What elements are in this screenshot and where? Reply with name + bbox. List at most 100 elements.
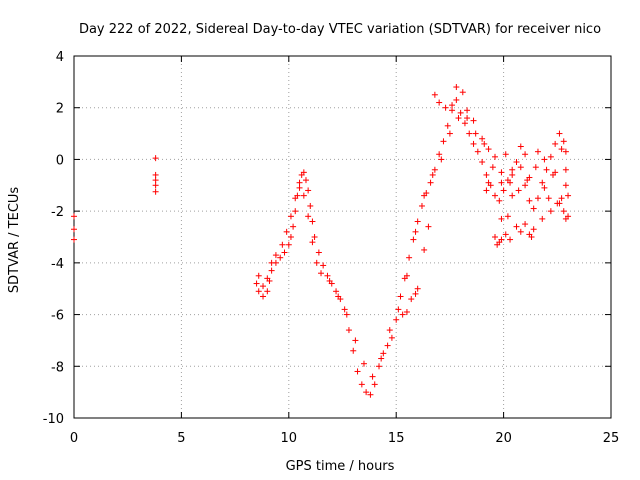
y-tick-label: -2 [51, 205, 64, 220]
data-point [541, 156, 548, 163]
data-point [397, 293, 404, 300]
data-point [421, 192, 428, 199]
data-point [562, 215, 569, 222]
data-point [255, 288, 262, 295]
data-point [264, 288, 271, 295]
data-point [371, 381, 378, 388]
data-point [380, 350, 387, 357]
data-point [517, 164, 524, 171]
data-point [509, 166, 516, 173]
data-point [152, 171, 159, 178]
data-point [431, 166, 438, 173]
data-point [341, 306, 348, 313]
data-point [376, 363, 383, 370]
data-point [498, 169, 505, 176]
data-point [449, 102, 456, 109]
data-point [292, 208, 299, 215]
data-point [283, 228, 290, 235]
data-point [388, 334, 395, 341]
data-point [498, 236, 505, 243]
data-point [492, 234, 499, 240]
data-point [526, 174, 533, 181]
data-point [318, 270, 325, 277]
data-point [513, 159, 520, 166]
data-point [556, 130, 563, 137]
data-point [408, 296, 415, 303]
data-point [313, 259, 320, 266]
data-point [320, 262, 327, 269]
data-point [406, 254, 413, 261]
data-point [350, 347, 357, 354]
data-point [552, 140, 559, 147]
data-point [496, 197, 503, 204]
data-point [326, 277, 333, 284]
data-point [403, 308, 410, 315]
data-point [453, 96, 460, 103]
data-point [287, 234, 294, 240]
data-point [547, 208, 554, 215]
data-point [403, 272, 410, 279]
data-point [485, 146, 492, 153]
data-point [534, 148, 541, 155]
data-point [152, 188, 159, 195]
data-point [358, 381, 365, 388]
data-point [552, 169, 559, 176]
data-point [483, 187, 490, 194]
chart-title: Day 222 of 2022, Sidereal Day-to-day VTE… [79, 22, 601, 37]
data-point [279, 241, 286, 248]
y-tick-label: -10 [43, 412, 64, 427]
data-point [532, 164, 539, 171]
data-point [554, 200, 561, 207]
data-point [492, 153, 499, 160]
data-point [309, 218, 316, 225]
data-point [522, 221, 529, 228]
data-point [352, 337, 359, 344]
data-point [386, 327, 393, 334]
data-point [455, 115, 462, 122]
data-point [253, 280, 260, 287]
data-point [485, 179, 492, 186]
data-point [453, 84, 460, 91]
data-point [418, 202, 425, 209]
data-point [378, 355, 385, 362]
data-point [562, 182, 569, 189]
y-tick-label: -6 [51, 309, 64, 324]
data-point [300, 169, 307, 176]
data-point [255, 272, 262, 279]
data-point [522, 182, 529, 189]
data-point [427, 179, 434, 186]
data-point [464, 115, 471, 122]
data-point [547, 153, 554, 160]
data-point [562, 166, 569, 173]
data-point [498, 179, 505, 186]
data-point [152, 155, 159, 162]
data-point [71, 213, 77, 220]
data-point [363, 389, 370, 396]
data-point [296, 179, 303, 186]
data-point [296, 184, 303, 191]
data-point [509, 192, 516, 199]
data-point [539, 215, 546, 222]
data-point [305, 213, 312, 220]
data-point [436, 99, 443, 106]
data-point [305, 187, 312, 194]
y-tick-label: 4 [56, 50, 64, 65]
data-point [335, 293, 342, 300]
y-tick-label: -4 [51, 257, 64, 272]
data-point [517, 143, 524, 150]
data-point [479, 159, 486, 166]
data-point [509, 171, 516, 178]
data-point [504, 213, 511, 220]
data-point [481, 140, 488, 147]
data-point [558, 146, 565, 153]
data-point [292, 195, 299, 202]
data-point [560, 208, 567, 215]
data-point [333, 288, 340, 295]
data-point [436, 151, 443, 158]
data-point [558, 195, 565, 202]
data-point [528, 234, 535, 240]
data-point [152, 182, 159, 189]
data-point [309, 239, 316, 246]
data-point [285, 241, 292, 248]
